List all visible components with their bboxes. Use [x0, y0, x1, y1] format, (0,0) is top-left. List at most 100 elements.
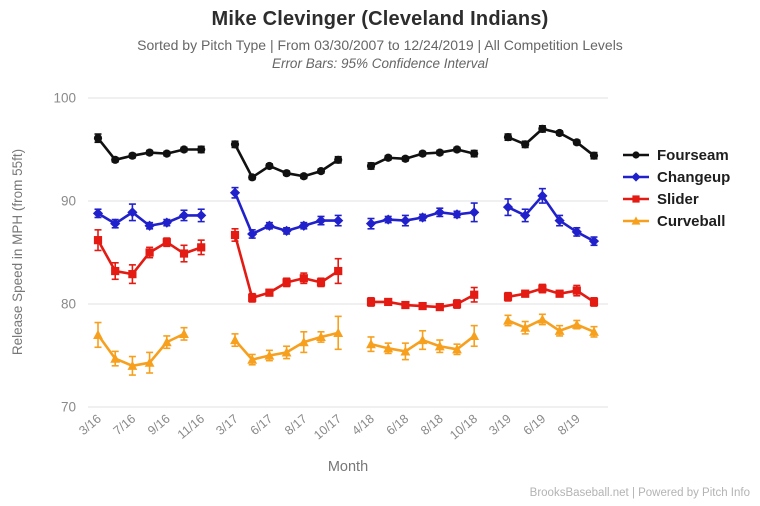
- marker: [470, 290, 479, 299]
- marker: [418, 149, 427, 158]
- marker: [93, 134, 103, 143]
- x-tick-label: 6/19: [521, 412, 549, 438]
- marker: [248, 173, 257, 182]
- marker: [333, 327, 344, 337]
- x-tick-label: 6/18: [384, 412, 412, 438]
- diamond-marker-icon: [623, 172, 649, 182]
- marker: [247, 354, 258, 364]
- marker: [128, 151, 137, 160]
- series-line: [96, 332, 186, 368]
- marker: [162, 238, 171, 247]
- marker: [316, 278, 326, 287]
- circle-marker-icon: [623, 151, 649, 159]
- marker: [589, 326, 599, 336]
- marker: [401, 300, 410, 310]
- y-axis-title: Release Speed in MPH (from 55ft): [10, 149, 25, 355]
- marker: [554, 325, 565, 335]
- marker: [230, 230, 240, 240]
- triangle-marker-icon: [623, 216, 649, 225]
- x-tick-label: 8/18: [418, 412, 446, 438]
- marker: [110, 353, 121, 363]
- marker: [452, 299, 462, 309]
- marker: [145, 248, 154, 257]
- marker: [632, 195, 640, 203]
- marker: [178, 210, 190, 221]
- marker: [281, 225, 292, 236]
- y-tick-label: 80: [61, 297, 76, 312]
- credit-text: BrooksBaseball.net | Powered by Pitch In…: [529, 487, 750, 499]
- marker: [631, 172, 641, 182]
- x-tick-label: 3/17: [213, 412, 241, 438]
- marker: [401, 154, 410, 163]
- marker: [162, 149, 171, 158]
- marker: [366, 297, 376, 307]
- marker: [555, 128, 564, 138]
- legend-item-slider: Slider: [622, 188, 730, 210]
- marker: [282, 169, 291, 178]
- marker: [452, 145, 462, 154]
- marker: [248, 293, 257, 302]
- marker: [451, 209, 463, 220]
- marker: [230, 140, 240, 149]
- y-tick-label: 100: [53, 91, 76, 106]
- legend-label: Curveball: [657, 212, 726, 230]
- marker: [299, 172, 308, 181]
- marker: [111, 266, 120, 276]
- marker: [265, 161, 274, 171]
- series-line: [506, 127, 596, 157]
- marker: [333, 215, 344, 226]
- marker: [435, 302, 444, 312]
- marker: [417, 212, 428, 223]
- x-tick-label: 3/19: [486, 412, 514, 438]
- marker: [503, 315, 513, 325]
- marker: [334, 266, 343, 276]
- legend-item-curveball: Curveball: [622, 210, 730, 232]
- marker: [111, 155, 120, 164]
- marker: [470, 149, 479, 158]
- legend-item-changeup: Changeup: [622, 166, 730, 188]
- marker: [161, 217, 172, 228]
- marker: [520, 210, 531, 221]
- marker: [127, 360, 138, 370]
- marker: [434, 207, 445, 218]
- marker: [264, 220, 275, 231]
- x-tick-label: 11/16: [175, 412, 207, 442]
- marker: [197, 243, 206, 252]
- marker: [572, 138, 581, 147]
- marker: [197, 145, 206, 154]
- marker: [571, 319, 582, 329]
- marker: [230, 334, 240, 345]
- marker: [537, 314, 548, 324]
- y-tick-label: 90: [61, 194, 76, 209]
- x-tick-label: 3/16: [76, 412, 104, 438]
- marker: [334, 155, 343, 164]
- chart-subtitle: Sorted by Pitch Type | From 03/30/2007 t…: [137, 37, 623, 53]
- marker: [179, 249, 189, 258]
- legend-label: Fourseam: [657, 146, 729, 164]
- marker: [298, 220, 309, 231]
- marker: [383, 343, 394, 353]
- marker: [434, 341, 445, 351]
- marker: [555, 289, 564, 298]
- marker: [400, 346, 411, 356]
- marker: [365, 218, 377, 229]
- marker: [589, 151, 599, 160]
- marker: [384, 297, 393, 307]
- marker: [179, 328, 189, 338]
- marker: [520, 322, 531, 332]
- marker: [93, 236, 103, 245]
- marker: [538, 124, 547, 133]
- series-changeup: [92, 186, 600, 247]
- x-tick-label: 8/17: [282, 412, 310, 438]
- series-curveball: [93, 313, 599, 376]
- marker: [229, 187, 241, 198]
- marker: [282, 278, 291, 287]
- marker: [588, 236, 600, 247]
- x-tick-label: 4/18: [349, 412, 377, 438]
- marker: [366, 161, 376, 171]
- marker: [400, 215, 411, 226]
- marker: [502, 202, 514, 213]
- x-tick-label: 10/18: [447, 412, 480, 443]
- marker: [521, 140, 530, 149]
